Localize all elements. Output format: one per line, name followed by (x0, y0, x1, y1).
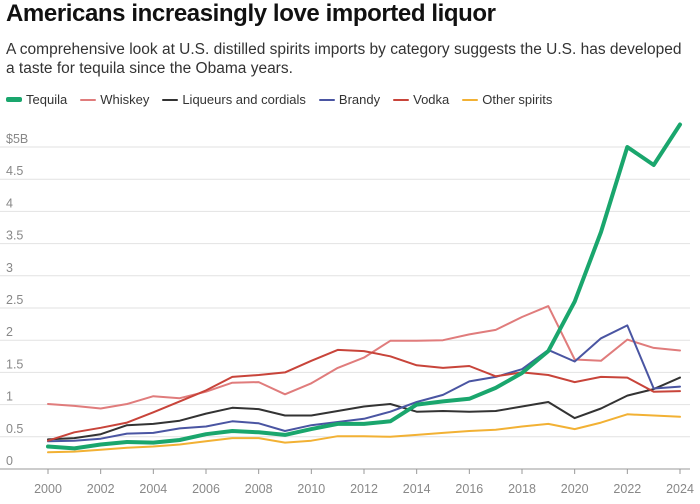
legend-swatch (393, 98, 410, 101)
x-tick-label: 2012 (350, 482, 378, 496)
x-tick-label: 2020 (561, 482, 589, 496)
legend-item: Whiskey (80, 92, 149, 107)
x-tick-label: 2000 (34, 482, 62, 496)
grid-lines (0, 146, 690, 470)
legend-item: Other spirits (462, 92, 552, 107)
x-tick-label: 2006 (192, 482, 220, 496)
y-tick-label: 0 (6, 454, 13, 468)
legend-label: Liqueurs and cordials (182, 92, 306, 107)
chart-legend: Tequila Whiskey Liqueurs and cordials Brand… (6, 92, 565, 107)
y-tick-label: 4.5 (6, 164, 23, 178)
legend-item: Liqueurs and cordials (162, 92, 306, 107)
y-tick-label: 0.5 (6, 422, 23, 436)
x-tick-label: 2014 (403, 482, 431, 496)
series-line-whiskey (47, 305, 681, 410)
x-tick-label: 2022 (613, 482, 641, 496)
legend-label: Brandy (338, 92, 381, 107)
x-tick-label: 2008 (245, 482, 273, 496)
x-axis: 2000 2002 2004 2006 2008 2010 2012 2014 2016 2018… (34, 469, 694, 496)
legend-item: Tequila (6, 92, 67, 107)
series-line-liqueurs-and-cordials (47, 376, 681, 441)
y-tick-label: $5B (6, 132, 28, 146)
legend-label: Other spirits (482, 92, 553, 107)
y-axis: 0 0.5 1 1.5 2 2.5 3 3.5 4 4.5 $5B (6, 132, 28, 468)
legend-swatch (462, 98, 479, 101)
x-tick-label: 2010 (297, 482, 325, 496)
x-tick-label: 2018 (508, 482, 536, 496)
series-line-tequila (46, 122, 682, 451)
x-tick-label: 2002 (87, 482, 115, 496)
series-line-brandy (47, 324, 681, 443)
legend-label: Vodka (413, 92, 450, 107)
y-tick-label: 2 (6, 325, 13, 339)
series-line-other-spirits (47, 413, 681, 454)
legend-label: Tequila (26, 92, 68, 107)
y-tick-label: 2.5 (6, 293, 23, 307)
chart-subtitle: A comprehensive look at U.S. distilled s… (6, 41, 682, 77)
chart-title: Americans increasingly love imported liq… (6, 0, 496, 27)
y-tick-label: 3.5 (6, 229, 23, 243)
y-tick-label: 1 (6, 390, 13, 404)
legend-label: Whiskey (100, 92, 150, 107)
x-tick-label: 2016 (455, 482, 483, 496)
legend-swatch (6, 97, 22, 102)
y-tick-label: 4 (6, 196, 13, 210)
series-lines (46, 122, 682, 454)
series-line-vodka (47, 348, 681, 442)
y-tick-label: 1.5 (6, 357, 23, 371)
legend-item: Brandy (318, 92, 381, 107)
legend-swatch (162, 98, 179, 101)
y-tick-label: 3 (6, 261, 13, 275)
x-tick-label: 2024 (666, 482, 694, 496)
x-tick-label: 2004 (139, 482, 167, 496)
legend-swatch (80, 98, 97, 101)
legend-item: Vodka (393, 92, 449, 107)
legend-swatch (318, 98, 335, 101)
